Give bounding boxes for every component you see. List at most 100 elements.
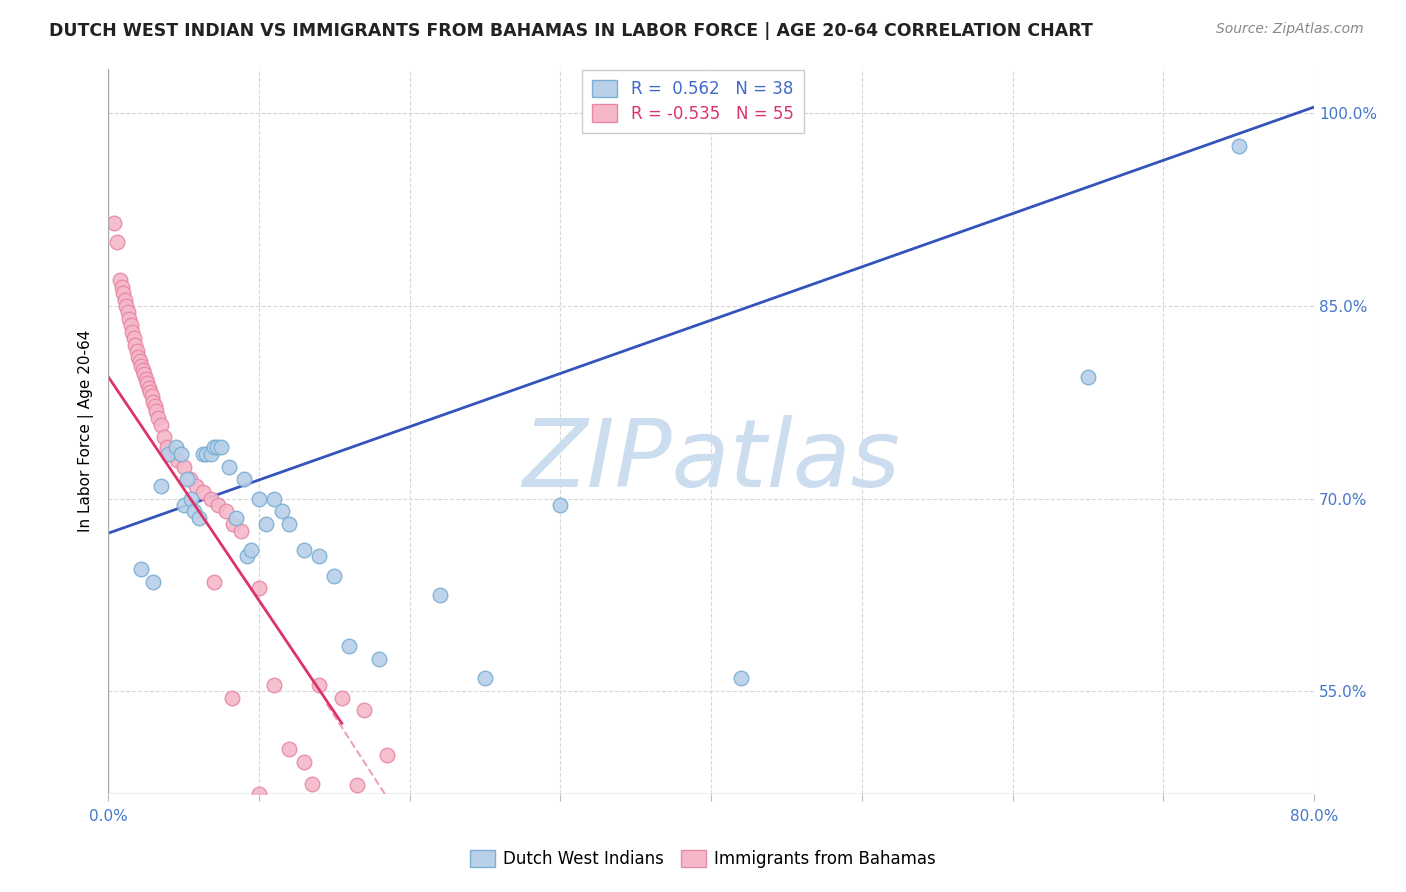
- Point: [236, 549, 259, 564]
- Point: [429, 588, 451, 602]
- Point: [215, 504, 238, 518]
- Point: [183, 504, 205, 518]
- Point: [135, 372, 157, 386]
- Point: [173, 459, 195, 474]
- Point: [222, 517, 245, 532]
- Point: [195, 447, 218, 461]
- Legend: R =  0.562   N = 38, R = -0.535   N = 55: R = 0.562 N = 38, R = -0.535 N = 55: [582, 70, 804, 133]
- Point: [142, 395, 165, 409]
- Point: [157, 447, 180, 461]
- Point: [209, 440, 232, 454]
- Point: [134, 367, 156, 381]
- Point: [124, 337, 146, 351]
- Point: [278, 517, 301, 532]
- Text: 80.0%: 80.0%: [1289, 809, 1339, 824]
- Point: [141, 389, 163, 403]
- Point: [1227, 138, 1250, 153]
- Point: [146, 410, 169, 425]
- Point: [247, 491, 270, 506]
- Point: [138, 381, 160, 395]
- Point: [263, 491, 285, 506]
- Point: [474, 671, 496, 685]
- Point: [292, 543, 315, 558]
- Point: [263, 678, 285, 692]
- Point: [131, 359, 153, 374]
- Text: Source: ZipAtlas.com: Source: ZipAtlas.com: [1216, 22, 1364, 37]
- Point: [118, 311, 141, 326]
- Point: [184, 479, 207, 493]
- Point: [165, 440, 187, 454]
- Point: [205, 440, 228, 454]
- Point: [202, 440, 225, 454]
- Point: [125, 343, 148, 358]
- Point: [218, 459, 240, 474]
- Point: [179, 472, 201, 486]
- Point: [120, 318, 142, 333]
- Point: [110, 273, 132, 287]
- Point: [121, 325, 143, 339]
- Y-axis label: In Labor Force | Age 20-64: In Labor Force | Age 20-64: [79, 330, 94, 533]
- Point: [117, 305, 139, 319]
- Point: [191, 485, 214, 500]
- Point: [115, 299, 138, 313]
- Point: [207, 498, 229, 512]
- Point: [301, 776, 323, 790]
- Point: [229, 524, 252, 538]
- Point: [114, 293, 136, 307]
- Point: [160, 447, 183, 461]
- Point: [292, 755, 315, 769]
- Point: [200, 447, 222, 461]
- Point: [330, 690, 353, 705]
- Point: [128, 354, 150, 368]
- Point: [143, 399, 166, 413]
- Point: [202, 575, 225, 590]
- Point: [730, 671, 752, 685]
- Point: [153, 430, 176, 444]
- Point: [270, 504, 292, 518]
- Point: [200, 491, 222, 506]
- Point: [308, 678, 330, 692]
- Point: [308, 549, 330, 564]
- Point: [240, 543, 263, 558]
- Point: [131, 562, 153, 576]
- Point: [176, 472, 198, 486]
- Point: [368, 652, 391, 666]
- Point: [1077, 369, 1099, 384]
- Point: [221, 690, 243, 705]
- Point: [149, 418, 172, 433]
- Point: [180, 491, 202, 506]
- Point: [112, 286, 135, 301]
- Text: DUTCH WEST INDIAN VS IMMIGRANTS FROM BAHAMAS IN LABOR FORCE | AGE 20-64 CORRELAT: DUTCH WEST INDIAN VS IMMIGRANTS FROM BAH…: [49, 22, 1092, 40]
- Point: [111, 279, 134, 293]
- Point: [142, 575, 165, 590]
- Legend: Dutch West Indians, Immigrants from Bahamas: Dutch West Indians, Immigrants from Baha…: [464, 843, 942, 875]
- Point: [247, 787, 270, 801]
- Point: [166, 453, 188, 467]
- Point: [346, 778, 368, 792]
- Point: [254, 517, 277, 532]
- Point: [225, 511, 247, 525]
- Point: [156, 440, 179, 454]
- Point: [103, 216, 125, 230]
- Point: [550, 498, 572, 512]
- Text: 0.0%: 0.0%: [89, 809, 128, 824]
- Point: [247, 582, 270, 596]
- Point: [375, 748, 398, 763]
- Point: [132, 363, 155, 377]
- Point: [105, 235, 128, 249]
- Point: [122, 331, 145, 345]
- Point: [173, 498, 195, 512]
- Point: [337, 639, 360, 653]
- Point: [127, 351, 149, 365]
- Point: [353, 703, 375, 717]
- Point: [232, 472, 254, 486]
- Point: [145, 404, 167, 418]
- Point: [191, 447, 214, 461]
- Point: [278, 742, 301, 756]
- Point: [323, 568, 346, 582]
- Text: ZIPatlas: ZIPatlas: [522, 415, 900, 506]
- Point: [149, 479, 172, 493]
- Point: [139, 385, 162, 400]
- Point: [187, 511, 209, 525]
- Point: [136, 376, 159, 390]
